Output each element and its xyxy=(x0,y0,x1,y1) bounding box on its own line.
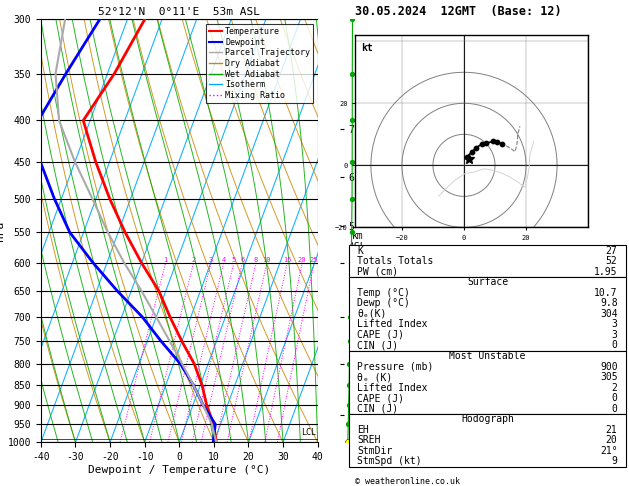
Point xyxy=(345,360,355,368)
Text: 9.8: 9.8 xyxy=(600,298,618,308)
Text: 0: 0 xyxy=(611,393,618,403)
FancyBboxPatch shape xyxy=(349,351,626,414)
Point xyxy=(471,144,481,152)
Text: 304: 304 xyxy=(600,309,618,319)
Text: 305: 305 xyxy=(600,372,618,382)
Text: StmSpd (kt): StmSpd (kt) xyxy=(357,456,422,466)
Point xyxy=(347,16,357,23)
Text: EH: EH xyxy=(357,425,369,434)
Point xyxy=(492,139,502,146)
Text: Surface: Surface xyxy=(467,278,508,287)
Text: © weatheronline.co.uk: © weatheronline.co.uk xyxy=(355,477,460,486)
Text: 3: 3 xyxy=(611,319,618,330)
Text: Pressure (mb): Pressure (mb) xyxy=(357,362,434,371)
Text: 3: 3 xyxy=(611,330,618,340)
Text: 10: 10 xyxy=(262,257,271,263)
Point xyxy=(347,195,357,203)
Point xyxy=(477,140,487,148)
Text: Lifted Index: Lifted Index xyxy=(357,382,428,393)
Text: Dewp (°C): Dewp (°C) xyxy=(357,298,410,308)
Text: StmDir: StmDir xyxy=(357,446,392,456)
Text: CAPE (J): CAPE (J) xyxy=(357,393,404,403)
Text: 0: 0 xyxy=(611,341,618,350)
Point xyxy=(347,158,357,166)
Point xyxy=(467,148,477,156)
Y-axis label: km
ASL: km ASL xyxy=(348,231,366,252)
Point xyxy=(345,337,355,345)
Text: 27: 27 xyxy=(606,246,618,256)
Text: 21°: 21° xyxy=(600,446,618,456)
Point xyxy=(343,438,353,446)
Text: 30.05.2024  12GMT  (Base: 12): 30.05.2024 12GMT (Base: 12) xyxy=(355,4,562,17)
Text: 1: 1 xyxy=(164,257,168,263)
Y-axis label: hPa: hPa xyxy=(0,221,5,241)
Title: 52°12'N  0°11'E  53m ASL: 52°12'N 0°11'E 53m ASL xyxy=(98,7,260,17)
Point xyxy=(462,153,472,160)
Text: 900: 900 xyxy=(600,362,618,371)
Text: 10.7: 10.7 xyxy=(594,288,618,298)
Point xyxy=(346,287,356,295)
Text: 20: 20 xyxy=(298,257,306,263)
Text: 6: 6 xyxy=(240,257,245,263)
Text: PW (cm): PW (cm) xyxy=(357,267,399,277)
Point xyxy=(346,259,356,267)
Text: kt: kt xyxy=(362,43,374,52)
Point xyxy=(481,139,491,147)
Point xyxy=(344,382,354,389)
Text: 15: 15 xyxy=(283,257,291,263)
Text: 8: 8 xyxy=(254,257,258,263)
FancyBboxPatch shape xyxy=(349,277,626,351)
Text: CIN (J): CIN (J) xyxy=(357,341,399,350)
Point xyxy=(343,401,353,409)
Text: Hodograph: Hodograph xyxy=(461,414,514,424)
Point xyxy=(345,313,355,321)
Point xyxy=(343,420,353,428)
Text: K: K xyxy=(357,246,364,256)
Text: 52: 52 xyxy=(606,256,618,266)
Text: 1.95: 1.95 xyxy=(594,267,618,277)
Text: 0: 0 xyxy=(611,404,618,414)
Text: Lifted Index: Lifted Index xyxy=(357,319,428,330)
Point xyxy=(347,117,357,124)
Point xyxy=(487,138,498,145)
Text: CAPE (J): CAPE (J) xyxy=(357,330,404,340)
Text: 2: 2 xyxy=(191,257,196,263)
Text: 3: 3 xyxy=(209,257,213,263)
Text: CIN (J): CIN (J) xyxy=(357,404,399,414)
Text: Temp (°C): Temp (°C) xyxy=(357,288,410,298)
Text: 4: 4 xyxy=(221,257,226,263)
FancyBboxPatch shape xyxy=(349,414,626,467)
Text: 9: 9 xyxy=(611,456,618,466)
X-axis label: Dewpoint / Temperature (°C): Dewpoint / Temperature (°C) xyxy=(88,465,270,475)
Text: SREH: SREH xyxy=(357,435,381,445)
Text: 25: 25 xyxy=(310,257,318,263)
Text: θₑ(K): θₑ(K) xyxy=(357,309,387,319)
Point xyxy=(496,140,506,148)
Text: Totals Totals: Totals Totals xyxy=(357,256,434,266)
Text: 2: 2 xyxy=(611,382,618,393)
Text: 20: 20 xyxy=(606,435,618,445)
Text: θₑ (K): θₑ (K) xyxy=(357,372,392,382)
FancyBboxPatch shape xyxy=(349,245,626,277)
Text: 21: 21 xyxy=(606,425,618,434)
Legend: Temperature, Dewpoint, Parcel Trajectory, Dry Adiabat, Wet Adiabat, Isotherm, Mi: Temperature, Dewpoint, Parcel Trajectory… xyxy=(206,24,313,103)
Point xyxy=(343,438,353,446)
Text: Most Unstable: Most Unstable xyxy=(449,351,526,361)
Point xyxy=(347,69,357,77)
Text: 5: 5 xyxy=(231,257,236,263)
Text: LCL: LCL xyxy=(302,429,316,437)
Point xyxy=(347,228,357,236)
